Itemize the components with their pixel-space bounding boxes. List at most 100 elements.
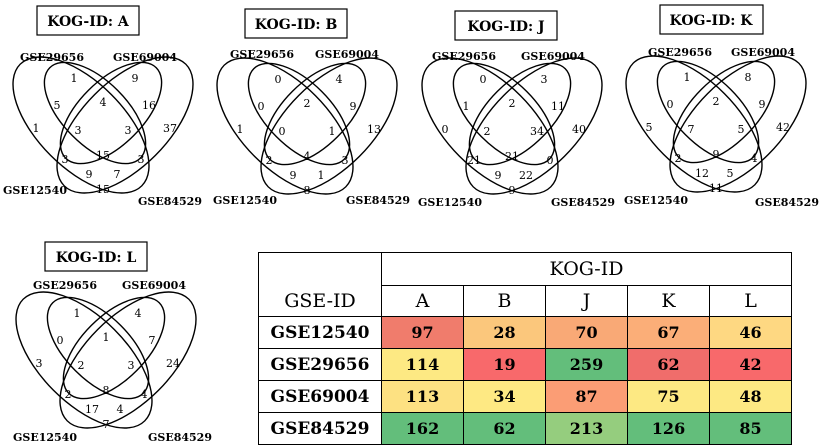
table-cell: 259 xyxy=(545,348,628,381)
venn-count: 42 xyxy=(776,121,790,134)
venn-set-4 xyxy=(56,56,194,194)
venn-count: 5 xyxy=(54,99,61,112)
column-header: J xyxy=(545,285,628,317)
venn-title-box xyxy=(36,5,140,36)
venn-count: 0 xyxy=(442,123,449,136)
venn-set-3 xyxy=(59,61,163,165)
venn-count: 1 xyxy=(463,100,470,113)
venn-count: 16 xyxy=(142,99,156,112)
venn-count: 7 xyxy=(149,334,156,347)
venn-title: KOG-ID: L xyxy=(56,250,137,266)
row-header: GSE29656 xyxy=(258,348,382,381)
venn-title: KOG-ID: B xyxy=(255,17,338,33)
venn-set-4 xyxy=(465,57,603,195)
venn-set-2 xyxy=(46,296,150,400)
venn-count: 13 xyxy=(367,123,381,136)
venn-title: KOG-ID: A xyxy=(47,14,130,30)
table-row: GSE84529 162 62 213 126 85 xyxy=(258,412,792,445)
venn-label-br: GSE84529 xyxy=(346,194,410,207)
venn-count: 21 xyxy=(505,150,519,163)
venn-count: 24 xyxy=(166,357,180,370)
table-cell: 28 xyxy=(463,316,546,349)
venn-count: 22 xyxy=(519,169,533,182)
venn-count: 9 xyxy=(759,98,766,111)
venn-count: 9 xyxy=(86,168,93,181)
venn-count: 3 xyxy=(62,153,69,166)
venn-count: 9 xyxy=(290,169,297,182)
row-header: GSE12540 xyxy=(258,316,382,349)
venn-label-br: GSE84529 xyxy=(148,431,212,444)
venn-count: 15 xyxy=(96,149,110,162)
venn-count: 4 xyxy=(751,152,758,165)
venn-set-1 xyxy=(15,291,153,429)
venn-count: 2 xyxy=(266,154,273,167)
table-row: GSE12540 97 28 70 67 46 xyxy=(258,316,792,349)
venn-count: 2 xyxy=(713,95,720,108)
venn-label-tr: GSE69004 xyxy=(315,48,379,61)
venn-count: 0 xyxy=(57,334,64,347)
venn-set-4 xyxy=(260,57,398,195)
venn-label-bl: GSE12540 xyxy=(3,184,67,197)
row-header: GSE69004 xyxy=(258,380,382,413)
table-cell: 75 xyxy=(627,380,710,413)
table-group-header-row: KOG-ID xyxy=(258,252,792,286)
venn-count: 8 xyxy=(103,384,110,397)
venn-count: 9 xyxy=(132,72,139,85)
venn-k: KOG-ID: K GSE29656 GSE69004 GSE12540 GSE… xyxy=(624,4,819,209)
table-cell: 48 xyxy=(709,380,792,413)
venn-set-3 xyxy=(62,296,166,400)
venn-set-1 xyxy=(625,55,763,193)
venn-label-bl: GSE12540 xyxy=(624,194,688,207)
table-cell: 42 xyxy=(709,348,792,381)
column-header: K xyxy=(627,285,710,317)
table-cell: 62 xyxy=(627,348,710,381)
venn-count: 0 xyxy=(258,100,265,113)
venn-count: 2 xyxy=(509,97,516,110)
venn-label-tl: GSE29656 xyxy=(230,48,294,61)
venn-count: 15 xyxy=(96,183,110,196)
venn-count: 34 xyxy=(530,125,544,138)
venn-a: KOG-ID: A GSE29656 GSE69004 GSE12540 GSE… xyxy=(3,5,202,208)
venn-title-box xyxy=(44,241,148,272)
venn-label-tr: GSE69004 xyxy=(521,50,585,63)
table-cell: 162 xyxy=(381,412,464,445)
table-cell: 114 xyxy=(381,348,464,381)
venn-count: 3 xyxy=(125,124,132,137)
venn-count: 2 xyxy=(65,388,72,401)
venn-count: 5 xyxy=(738,123,745,136)
venn-label-tl: GSE29656 xyxy=(648,46,712,59)
venn-count: 7 xyxy=(103,418,110,431)
venn-label-tl: GSE29656 xyxy=(432,50,496,63)
column-header: B xyxy=(463,285,546,317)
table-cell: 113 xyxy=(381,380,464,413)
venn-count: 5 xyxy=(727,167,734,180)
venn-count: 4 xyxy=(304,150,311,163)
venn-label-bl: GSE12540 xyxy=(213,194,277,207)
venn-count: 3 xyxy=(342,154,349,167)
table-cell: 62 xyxy=(463,412,546,445)
venn-count: 7 xyxy=(114,168,121,181)
venn-count: 11 xyxy=(551,100,565,113)
venn-set-2 xyxy=(247,62,351,166)
table-cell: 85 xyxy=(709,412,792,445)
venn-count: 4 xyxy=(336,73,343,86)
venn-label-tr: GSE69004 xyxy=(122,279,186,292)
venn-count: 0 xyxy=(279,125,286,138)
venn-count: 1 xyxy=(318,169,325,182)
venn-count: 1 xyxy=(684,71,691,84)
venn-j: KOG-ID: J GSE29656 GSE69004 GSE12540 GSE… xyxy=(418,10,615,209)
venn-label-bl: GSE12540 xyxy=(418,196,482,209)
venn-count: 3 xyxy=(541,73,548,86)
venn-count: 4 xyxy=(117,403,124,416)
row-header: GSE84529 xyxy=(258,412,382,445)
venn-count: 12 xyxy=(695,167,709,180)
venn-count: 3 xyxy=(138,153,145,166)
table-cell: 213 xyxy=(545,412,628,445)
venn-count: 2 xyxy=(484,125,491,138)
venn-set-3 xyxy=(672,60,776,164)
venn-count: 4 xyxy=(100,96,107,109)
venn-label-br: GSE84529 xyxy=(755,196,819,209)
venn-count: 37 xyxy=(163,122,177,135)
venn-count: 0 xyxy=(547,154,554,167)
venn-label-tl: GSE29656 xyxy=(20,51,84,64)
